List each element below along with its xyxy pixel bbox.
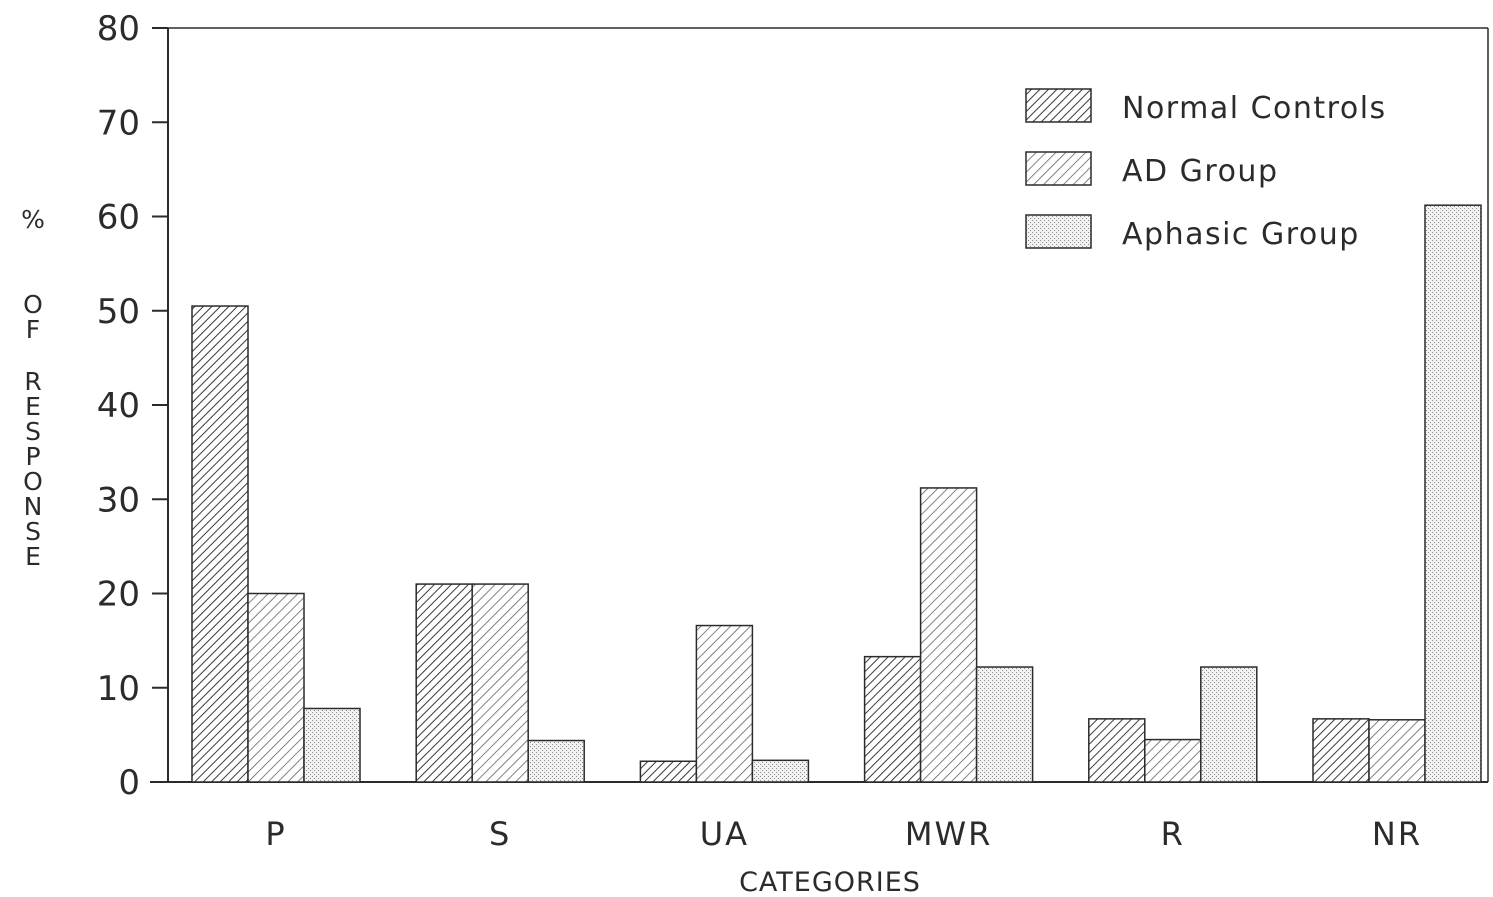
- bar-aphasic-group-r: [1200, 666, 1258, 783]
- y-tick-label: 30: [97, 480, 140, 520]
- bar-normal-controls-mwr: [863, 655, 922, 783]
- bar-aphasic-group-ua: [751, 759, 810, 783]
- x-tick-label: UA: [700, 815, 749, 853]
- bar-aphasic-group-nr: [1424, 204, 1482, 783]
- legend-label: AD Group: [1122, 154, 1279, 189]
- x-tick-label: NR: [1372, 815, 1422, 853]
- y-axis-title-char: O: [23, 467, 43, 496]
- y-axis-title-char: R: [24, 367, 41, 396]
- bar-ad-group-s: [471, 583, 529, 783]
- y-tick-label: 20: [97, 575, 140, 615]
- y-axis-title-char: N: [24, 492, 43, 521]
- y-tick-label: 80: [97, 9, 140, 49]
- bar-aphasic-group-mwr: [975, 666, 1034, 783]
- x-tick-label: MWR: [905, 815, 992, 853]
- y-axis-title-char: E: [25, 392, 41, 421]
- bars-group: [191, 204, 1482, 783]
- y-tick-label: 10: [97, 669, 140, 709]
- bar-normal-controls-r: [1088, 718, 1146, 783]
- bar-ad-group-p: [247, 592, 305, 783]
- y-axis-title-char: S: [25, 517, 41, 546]
- bar-aphasic-group-p: [303, 707, 361, 783]
- bar-normal-controls-ua: [639, 760, 698, 783]
- bar-ad-group-r: [1144, 738, 1202, 783]
- bar-ad-group-nr: [1368, 719, 1426, 783]
- y-tick-label: 50: [97, 292, 140, 332]
- x-tick-label: R: [1161, 815, 1185, 853]
- x-axis-title: CATEGORIES: [739, 867, 921, 897]
- legend: Normal Controls AD Group Aphasic Group: [1025, 88, 1387, 252]
- y-axis-title-char: S: [25, 417, 41, 446]
- bar-ad-group-mwr: [919, 487, 978, 783]
- legend-swatch-ad-group: [1025, 151, 1092, 186]
- y-tick-label: 60: [97, 198, 140, 238]
- legend-swatch-normal-controls: [1025, 88, 1092, 123]
- y-tick-label: 0: [118, 763, 140, 803]
- plot-frame: [150, 27, 1489, 783]
- bar-normal-controls-s: [415, 583, 473, 783]
- bar-ad-group-ua: [695, 624, 754, 783]
- bar-normal-controls-nr: [1312, 718, 1370, 783]
- y-axis-title-char: P: [25, 442, 40, 471]
- y-tick-label: 70: [97, 103, 140, 143]
- y-axis-title-char: O: [23, 290, 43, 319]
- y-axis-title-char: %: [21, 205, 45, 234]
- legend-label: Normal Controls: [1122, 91, 1387, 126]
- x-tick-label: P: [265, 815, 286, 853]
- x-tick-label: S: [489, 815, 511, 853]
- y-tick-label: 40: [97, 386, 140, 426]
- y-axis-title-char: F: [26, 315, 40, 344]
- legend-label: Aphasic Group: [1122, 217, 1360, 252]
- y-axis-title-char: E: [25, 542, 41, 571]
- bar-normal-controls-p: [191, 305, 249, 783]
- bar-aphasic-group-s: [527, 739, 585, 783]
- legend-swatch-aphasic-group: [1025, 214, 1092, 249]
- y-axis-ticks: 0 10 20 30 40 50 60 70 80: [97, 9, 168, 803]
- x-axis-tick-labels: P S UA MWR R NR: [265, 815, 1422, 853]
